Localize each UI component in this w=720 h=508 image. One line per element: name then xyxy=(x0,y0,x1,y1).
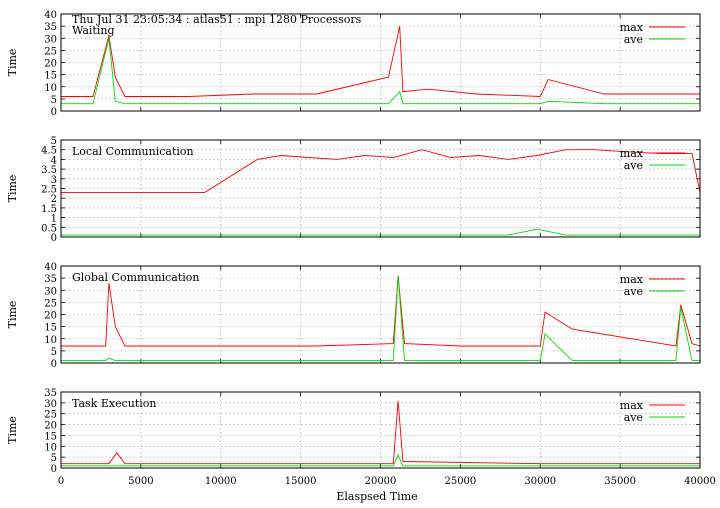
y-tick-label: 10 xyxy=(44,335,57,346)
y-tick-label: 35 xyxy=(44,388,57,399)
y-tick-label: 2.5 xyxy=(41,185,57,196)
y-tick-label: 15 xyxy=(44,71,57,82)
y-tick-label: 15 xyxy=(44,431,57,442)
series-line-max xyxy=(61,149,701,193)
y-tick-label: 4.5 xyxy=(41,146,57,157)
x-tick-label: 20000 xyxy=(365,476,397,487)
y-tick-label: 1.5 xyxy=(41,204,57,215)
y-tick-label: 2 xyxy=(51,194,57,205)
legend-label-max: max xyxy=(620,147,644,160)
plot-frame xyxy=(60,13,701,112)
series-line-ave xyxy=(61,38,700,105)
y-axis-label: Time xyxy=(6,416,19,444)
legend-label-ave: ave xyxy=(624,159,643,172)
y-tick-label: 35 xyxy=(44,274,57,285)
x-tick-label: 25000 xyxy=(444,476,476,487)
y-tick-label: 5 xyxy=(51,453,57,464)
x-tick-label: 40000 xyxy=(684,476,716,487)
y-tick-label: 0 xyxy=(51,107,57,118)
series-line-max xyxy=(61,400,700,465)
x-tick-label: 30000 xyxy=(524,476,556,487)
y-tick-label: 30 xyxy=(44,286,57,297)
panel-label: Global Communication xyxy=(72,271,200,284)
y-tick-label: 20 xyxy=(44,59,57,70)
x-tick-label: 35000 xyxy=(604,476,636,487)
y-tick-label: 35 xyxy=(44,22,57,33)
y-tick-label: 30 xyxy=(44,399,57,410)
y-tick-label: 20 xyxy=(44,421,57,432)
y-tick-label: 1 xyxy=(51,214,57,225)
x-axis-label: Elaspsed Time xyxy=(336,490,417,503)
panel-label: Local Communication xyxy=(72,145,194,158)
y-tick-label: 40 xyxy=(44,262,57,273)
legend-label-ave: ave xyxy=(624,33,643,46)
series-line-max xyxy=(61,26,700,97)
y-tick-label: 0 xyxy=(51,359,57,370)
x-tick-label: 0 xyxy=(58,476,64,487)
series-line-ave xyxy=(61,275,700,362)
y-tick-label: 15 xyxy=(44,323,57,334)
legend-label-max: max xyxy=(620,21,644,34)
y-tick-label: 3 xyxy=(51,175,57,186)
y-tick-label: 20 xyxy=(44,311,57,322)
y-axis-label: Time xyxy=(6,301,19,329)
y-tick-label: 0 xyxy=(51,233,57,244)
y-tick-label: 5 xyxy=(51,136,57,147)
y-axis-label: Time xyxy=(6,49,19,77)
plot-frame xyxy=(60,391,701,469)
y-tick-label: 10 xyxy=(44,83,57,94)
x-tick-label: 5000 xyxy=(128,476,153,487)
legend-label-max: max xyxy=(620,399,644,412)
y-tick-label: 4 xyxy=(51,155,57,166)
x-tick-label: 10000 xyxy=(205,476,237,487)
y-tick-label: 0 xyxy=(51,464,57,475)
y-tick-label: 5 xyxy=(51,347,57,358)
y-tick-label: 0.5 xyxy=(41,223,57,234)
y-tick-label: 40 xyxy=(44,10,57,21)
legend-label-ave: ave xyxy=(624,285,643,298)
legend-label-max: max xyxy=(620,273,644,286)
y-axis-label: Time xyxy=(6,175,19,203)
legend-label-ave: ave xyxy=(624,411,643,424)
y-tick-label: 25 xyxy=(44,298,57,309)
series-line-ave xyxy=(61,453,700,467)
plot-frame xyxy=(60,265,701,364)
plot-frame xyxy=(60,139,701,238)
y-tick-label: 25 xyxy=(44,410,57,421)
chart-panel-2: 00.511.522.533.544.55 Time Local Communica… xyxy=(6,136,701,244)
chart-title: Thu Jul 31 23:05:34 : atlas51 : mpi 1280… xyxy=(72,13,362,26)
series-line-max xyxy=(61,275,701,347)
panel-label: Waiting xyxy=(72,24,115,37)
y-tick-label: 5 xyxy=(51,95,57,106)
series-line-ave xyxy=(61,228,700,236)
y-tick-label: 3.5 xyxy=(41,165,57,176)
y-tick-label: 30 xyxy=(44,34,57,45)
panel-label: Task Execution xyxy=(72,397,156,410)
y-tick-label: 25 xyxy=(44,46,57,57)
y-tick-label: 10 xyxy=(44,442,57,453)
x-tick-label: 15000 xyxy=(285,476,317,487)
